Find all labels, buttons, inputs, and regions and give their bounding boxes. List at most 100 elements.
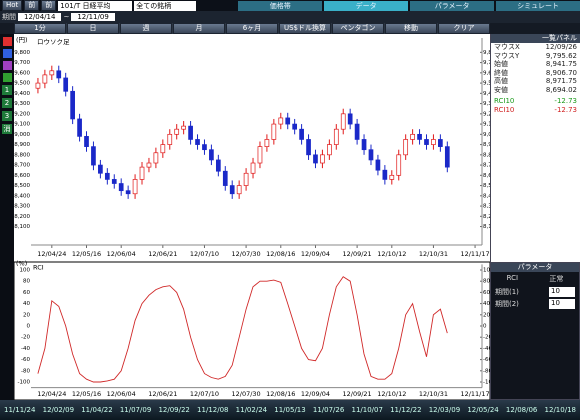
info-row: 始値 8,941.75	[491, 60, 580, 69]
y-tick-label: 100	[20, 268, 31, 274]
y-tick-label: 80	[23, 279, 30, 285]
scroll-date: 12/03/09	[428, 406, 461, 414]
period-button[interactable]: 週	[120, 23, 172, 34]
period-button[interactable]: 日	[67, 23, 119, 34]
tool-icon[interactable]: 消	[2, 124, 12, 134]
period-button[interactable]: 1分	[14, 23, 66, 34]
y-tick-label: 9,400	[14, 91, 30, 97]
info-row: マウスX 12/09/26	[491, 43, 580, 52]
candle-body	[146, 162, 152, 168]
candle-body	[417, 133, 422, 140]
period-button[interactable]: 6ヶ月	[226, 23, 278, 34]
y-tick-label: -80	[483, 368, 490, 374]
x-tick-label: 12/05/16	[72, 390, 101, 398]
y-tick-label: 9,700	[483, 60, 490, 66]
scroll-date: 11/10/07	[351, 406, 383, 414]
period-button[interactable]: ペンタゴン	[332, 23, 384, 34]
filter-select[interactable]: 全ての銘柄	[134, 0, 197, 11]
candle-body	[257, 146, 263, 164]
scroll-date: 11/04/22	[81, 406, 113, 414]
symbol-select[interactable]: 101/T 日経平均	[58, 0, 133, 11]
x-tick-label: 12/10/31	[419, 390, 448, 398]
tool-icon[interactable]	[2, 49, 12, 58]
scroll-date: 12/02/09	[42, 406, 75, 414]
x-tick-label: 12/09/21	[343, 390, 372, 398]
info-value: 12/09/26	[545, 43, 577, 51]
x-tick-label: 12/07/30	[231, 250, 260, 258]
tool-icon[interactable]	[2, 37, 12, 46]
candle-body	[215, 159, 221, 172]
candle-body	[250, 162, 256, 174]
y-tick-label: 8,200	[483, 214, 490, 220]
sep: ~	[63, 13, 70, 21]
y-tick-label: 8,700	[483, 163, 490, 169]
x-tick-label: 12/04/24	[37, 250, 66, 258]
tool-icon[interactable]: 2	[2, 98, 12, 108]
param-header: RCI 正常	[491, 274, 579, 284]
y-tick-label: 8,200	[14, 214, 30, 220]
x-tick-label: 12/06/21	[148, 390, 177, 398]
period-button[interactable]: クリア	[438, 23, 490, 34]
y-tick-label: -100	[483, 380, 490, 386]
tool-icon[interactable]	[2, 73, 12, 82]
panel-title: 一覧パネル	[491, 34, 580, 43]
tool-button[interactable]: 前	[24, 0, 40, 11]
candle-body	[333, 128, 339, 145]
candle-body	[125, 190, 131, 195]
tab[interactable]: シミュレート	[496, 0, 580, 11]
info-label: 終値	[494, 68, 508, 77]
info-row: 安値 8,694.02	[491, 86, 580, 95]
candle-body	[292, 123, 298, 130]
y-tick-label: 9,100	[14, 122, 30, 128]
info-row: 高値 8,971.75	[491, 77, 580, 86]
chart-area: (円) ロウソク足 9,800 9,800 9,700 9,700 9,600 9,600 9,…	[14, 34, 490, 400]
param-value[interactable]: 10	[549, 299, 575, 309]
tool-button[interactable]: Hot	[2, 0, 23, 11]
y-tick-label: 9,800	[483, 50, 490, 56]
y-tick-label: -80	[21, 368, 30, 374]
y-tick-label: 40	[23, 301, 30, 307]
tool-icon[interactable]	[2, 61, 12, 70]
y-tick-label: 20	[23, 312, 30, 318]
button-bar: 1分日週月 6ヶ月 US$ドル換算 ペンタゴン 移動 クリア	[14, 23, 490, 34]
x-tick-label: 12/05/16	[72, 250, 101, 258]
y-tick-label: 8,300	[483, 204, 490, 210]
scroll-date: 12/08/06	[505, 406, 538, 414]
y-tick-label: 8,700	[14, 163, 30, 169]
tool-button[interactable]: 前	[41, 0, 57, 11]
panel-title: パラメータ	[491, 263, 579, 272]
candle-body	[320, 154, 325, 164]
date-to[interactable]: 12/11/09	[71, 13, 115, 21]
candle-body	[188, 125, 193, 140]
y-tick-label: 8,600	[483, 173, 490, 179]
period-bar: 期間 12/04/14 ~12/11/09	[0, 11, 580, 23]
y-unit: (%)	[16, 259, 27, 267]
period-button[interactable]: 月	[173, 23, 225, 34]
x-tick-label: 12/11/17	[460, 390, 489, 398]
y-tick-label: 9,300	[483, 101, 490, 107]
date-from[interactable]: 12/04/14	[18, 13, 62, 21]
x-tick-label: 12/09/21	[343, 250, 372, 258]
tool-icon[interactable]: 3	[2, 111, 12, 121]
period-button[interactable]: 移動	[385, 23, 437, 34]
candle-body	[91, 146, 96, 166]
candle-body	[278, 117, 284, 125]
tool-icon[interactable]: 1	[2, 85, 12, 95]
info-panel: 一覧パネル マウスX 12/09/26 マウスY 9,795.62 始値 8,941.75 終…	[490, 34, 580, 262]
y-tick-label: 9,600	[483, 70, 490, 76]
candle-body	[327, 144, 332, 156]
candle-body	[389, 174, 395, 180]
x-tick-label: 12/07/30	[231, 390, 260, 398]
candle-body	[424, 139, 429, 145]
tab[interactable]: 価格帯	[238, 0, 323, 11]
toolbar: Hot 前前 101/T 日経平均 全ての銘柄 価格帯 データ パラメータ シミュレート	[0, 0, 580, 11]
tab[interactable]: データ	[324, 0, 409, 11]
y-tick-label: -20	[483, 335, 490, 341]
tab[interactable]: パラメータ	[410, 0, 495, 11]
info-row: RCI10 -12.73	[491, 97, 580, 106]
param-value[interactable]: 10	[549, 287, 575, 297]
info-label: 始値	[494, 60, 508, 68]
period-button[interactable]: US$ドル換算	[279, 23, 331, 34]
info-value: 8,694.02	[545, 85, 577, 94]
